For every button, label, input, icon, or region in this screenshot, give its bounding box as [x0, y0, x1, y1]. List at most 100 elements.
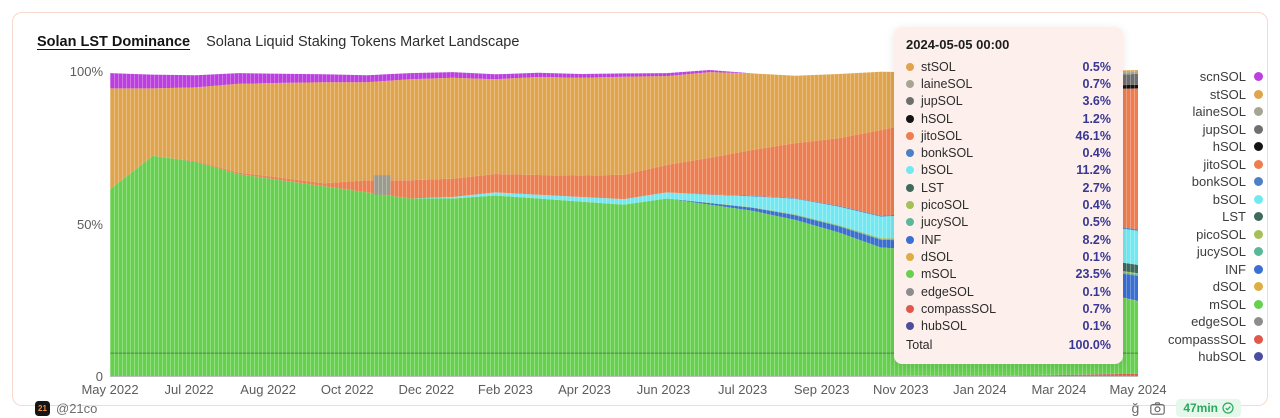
legend-item-stSOL[interactable]: stSOL [1145, 86, 1263, 104]
area-stSOL [110, 70, 1138, 190]
legend-item-jucySOL[interactable]: jucySOL [1145, 243, 1263, 261]
legend-swatch-hSOL [1254, 142, 1263, 152]
tooltip-swatch-compassSOL [906, 304, 914, 313]
legend-item-jitoSOL[interactable]: jitoSOL [1145, 156, 1263, 174]
legend-label: bSOL [1212, 191, 1246, 207]
tooltip-token-name: bSOL [921, 163, 953, 178]
legend-item-laineSOL[interactable]: laineSOL [1145, 103, 1263, 121]
x-tick-label: May 2024 [1109, 382, 1167, 397]
screenshot-camera-icon[interactable] [1150, 401, 1166, 415]
legend-label: mSOL [1209, 296, 1246, 312]
gif-export-icon[interactable]: ğ [1131, 400, 1140, 416]
tooltip-token-name: compassSOL [921, 301, 997, 316]
legend-label: jitoSOL [1203, 156, 1246, 172]
anomaly-blip [373, 175, 391, 195]
tooltip-token-value: 0.7% [1082, 76, 1112, 91]
tooltip-token-value: 46.1% [1075, 128, 1111, 143]
chart-toolbar: ğ 47min [1132, 399, 1241, 417]
legend-item-INF[interactable]: INF [1145, 261, 1263, 279]
legend-label: jucySOL [1196, 244, 1246, 260]
legend-item-scnSOL[interactable]: scnSOL [1145, 68, 1263, 86]
tooltip-swatch-edgeSOL [906, 287, 914, 296]
legend-label: laineSOL [1192, 104, 1246, 120]
refresh-timer-badge[interactable]: 47min [1176, 399, 1241, 417]
tooltip-total-value: 100.0% [1068, 337, 1111, 352]
tooltip-token-value: 0.5% [1082, 215, 1112, 230]
tooltip-token-name: jitoSOL [921, 128, 962, 143]
legend-item-jupSOL[interactable]: jupSOL [1145, 121, 1263, 139]
chart-legend: scnSOL stSOL laineSOL jupSOL hSOL jitoSOL bonk… [1145, 68, 1263, 366]
chart-tooltip: 2024-05-05 00:00 stSOL 0.5% laineSOL 0.7% ju… [894, 27, 1123, 364]
x-axis: May 2022 Jul 2022 Aug 2022 Oct 2022 Dec 2022… [81, 382, 1166, 398]
21co-logo-text: 21 [38, 404, 47, 413]
tooltip-token-value: 8.2% [1082, 232, 1112, 247]
tooltip-row-bonkSOL: bonkSOL 0.4% [906, 144, 1111, 161]
tooltip-token-value: 23.5% [1075, 267, 1111, 282]
tooltip-row-jitoSOL: jitoSOL 46.1% [906, 127, 1111, 144]
tooltip-total-label: Total [906, 337, 933, 352]
tooltip-token-name: jupSOL [921, 94, 963, 109]
attribution: 21 @21co [35, 401, 97, 416]
legend-swatch-bonkSOL [1254, 177, 1263, 187]
tooltip-rows: stSOL 0.5% laineSOL 0.7% jupSOL 3.6% hSOL 1.2% j… [906, 58, 1111, 335]
area-bSOL [110, 155, 1138, 265]
page-subtitle: Solana Liquid Staking Tokens Market Land… [206, 34, 520, 50]
legend-item-edgeSOL[interactable]: edgeSOL [1145, 313, 1263, 331]
legend-item-mSOL[interactable]: mSOL [1145, 296, 1263, 314]
tooltip-token-value: 0.7% [1082, 301, 1112, 316]
tooltip-date: 2024-05-05 00:00 [906, 37, 1010, 52]
y-axis-label-100: 100% [69, 64, 103, 79]
legend-swatch-INF [1254, 264, 1263, 274]
tooltip-token-name: INF [921, 232, 942, 247]
refresh-timer-label: 47min [1183, 401, 1218, 415]
tooltip-swatch-jucySOL [906, 218, 914, 227]
tooltip-token-value: 1.2% [1082, 111, 1112, 126]
tooltip-token-value: 3.6% [1082, 94, 1112, 109]
legend-item-bonkSOL[interactable]: bonkSOL [1145, 173, 1263, 191]
legend-swatch-mSOL [1254, 299, 1263, 309]
legend-item-dSOL[interactable]: dSOL [1145, 278, 1263, 296]
tooltip-token-value: 0.1% [1082, 284, 1112, 299]
legend-label: edgeSOL [1191, 314, 1246, 330]
tooltip-row-jupSOL: jupSOL 3.6% [906, 93, 1111, 110]
tooltip-row-LST: LST 2.7% [906, 179, 1111, 196]
tooltip-row-stSOL: stSOL 0.5% [906, 58, 1111, 75]
legend-label: compassSOL [1167, 331, 1246, 347]
tooltip-token-value: 2.7% [1082, 180, 1112, 195]
legend-label: picoSOL [1196, 226, 1246, 242]
legend-label: LST [1222, 209, 1246, 225]
legend-label: jupSOL [1202, 121, 1246, 137]
chart-card: Solan LST Dominance Solana Liquid Staking… [12, 12, 1268, 417]
x-tick-label: May 2022 [81, 382, 139, 397]
tooltip-token-value: 0.1% [1082, 249, 1112, 264]
21co-logo: 21 [35, 401, 50, 416]
tooltip-row-picoSOL: picoSOL 0.4% [906, 196, 1111, 213]
tooltip-row-hSOL: hSOL 1.2% [906, 110, 1111, 127]
x-tick-label: Oct 2022 [320, 382, 374, 397]
legend-item-compassSOL[interactable]: compassSOL [1145, 331, 1263, 349]
y-axis-label-0: 0 [95, 369, 103, 384]
legend-label: bonkSOL [1191, 174, 1246, 190]
legend-swatch-picoSOL [1254, 229, 1263, 239]
tooltip-swatch-jitoSOL [906, 131, 914, 140]
legend-swatch-compassSOL [1254, 334, 1263, 344]
area-mSOL [110, 155, 1138, 376]
tooltip-row-compassSOL: compassSOL 0.7% [906, 300, 1111, 317]
legend-item-LST[interactable]: LST [1145, 208, 1263, 226]
legend-item-hubSOL[interactable]: hubSOL [1145, 348, 1263, 366]
tooltip-token-name: dSOL [921, 249, 953, 264]
tooltip-row-bSOL: bSOL 11.2% [906, 162, 1111, 179]
legend-label: stSOL [1209, 86, 1246, 102]
y-axis-label-50: 50% [76, 217, 103, 232]
tooltip-token-name: laineSOL [921, 76, 973, 91]
tooltip-token-value: 0.4% [1082, 146, 1112, 161]
tooltip-swatch-hSOL [906, 114, 914, 123]
legend-item-picoSOL[interactable]: picoSOL [1145, 226, 1263, 244]
legend-item-hSOL[interactable]: hSOL [1145, 138, 1263, 156]
x-tick-label: Sep 2023 [793, 382, 850, 397]
legend-item-bSOL[interactable]: bSOL [1145, 191, 1263, 209]
tooltip-total-row: Total 100.0% [906, 336, 1111, 354]
tooltip-token-name: hSOL [921, 111, 953, 126]
tooltip-swatch-picoSOL [906, 201, 914, 210]
